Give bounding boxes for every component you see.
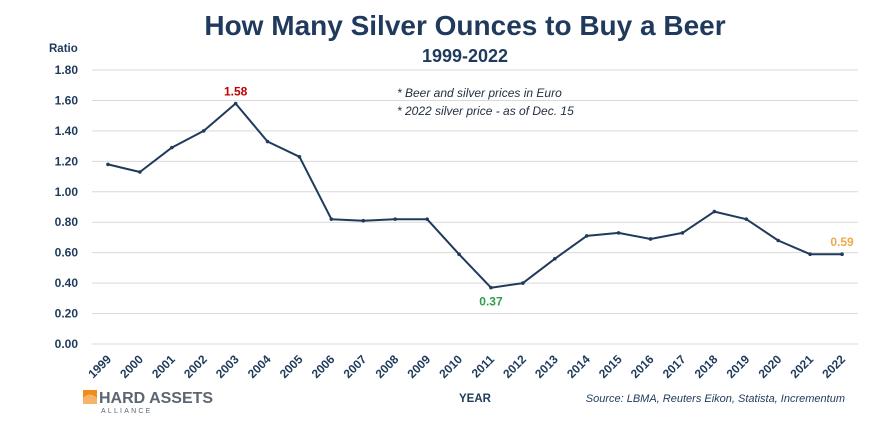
x-tick-label: 2008 bbox=[373, 352, 402, 381]
data-point bbox=[361, 218, 366, 223]
data-point bbox=[138, 170, 142, 174]
y-tick-label: 0.00 bbox=[55, 337, 79, 351]
logo-wordmark: HARD ASSETS bbox=[99, 390, 213, 407]
x-tick-label: 2020 bbox=[756, 352, 785, 381]
x-tick-label: 2019 bbox=[724, 352, 753, 381]
data-point bbox=[393, 217, 398, 221]
data-point bbox=[489, 285, 493, 290]
x-tick-label: 2004 bbox=[245, 352, 274, 381]
data-point bbox=[425, 217, 429, 221]
annotation-label: 0.59 bbox=[830, 235, 854, 249]
y-tick-label: 1.00 bbox=[55, 185, 79, 199]
note-currency: * Beer and silver prices in Euro bbox=[397, 86, 562, 100]
data-point bbox=[552, 256, 557, 261]
x-tick-label: 2021 bbox=[787, 352, 816, 381]
data-point bbox=[584, 234, 589, 238]
data-point bbox=[680, 231, 685, 235]
x-tick-label: 2016 bbox=[628, 352, 657, 381]
data-annotations: 1.58 0.37 0.59 bbox=[224, 84, 854, 308]
y-axis-ticks: 0.00 0.20 0.40 0.60 0.80 1.00 1.20 1.40 1.60 1.80 bbox=[55, 63, 79, 351]
logo-subtitle: ALLIANCE bbox=[101, 408, 152, 415]
y-tick-label: 0.20 bbox=[55, 307, 79, 321]
x-tick-label: 2002 bbox=[181, 352, 210, 381]
data-point bbox=[233, 101, 238, 106]
x-tick-label: 2001 bbox=[149, 352, 178, 381]
annotation-label: 1.58 bbox=[224, 84, 248, 98]
hard-assets-alliance-logo: HARD ASSETS ALLIANCE bbox=[83, 390, 213, 415]
data-point bbox=[169, 145, 174, 150]
data-point bbox=[457, 252, 461, 256]
y-tick-label: 0.80 bbox=[55, 215, 79, 229]
data-point bbox=[201, 129, 206, 133]
y-tick-label: 1.20 bbox=[55, 154, 79, 168]
data-point bbox=[616, 231, 621, 235]
data-point bbox=[744, 217, 749, 221]
x-tick-label: 2012 bbox=[500, 352, 529, 381]
x-tick-label: 2018 bbox=[692, 352, 721, 381]
gridlines bbox=[92, 69, 858, 345]
x-tick-label: 2017 bbox=[660, 352, 689, 381]
y-tick-label: 1.60 bbox=[55, 93, 79, 107]
x-tick-label: 1999 bbox=[85, 352, 114, 381]
x-axis-ticks: 1999 2000 2001 2002 2003 2004 2005 2006 2007 2008… bbox=[85, 352, 848, 381]
data-point bbox=[840, 252, 844, 256]
data-point bbox=[265, 139, 270, 144]
data-point bbox=[712, 209, 717, 214]
sunrise-logo-icon bbox=[83, 390, 97, 404]
note-silver-date: * 2022 silver price - as of Dec. 15 bbox=[397, 104, 574, 118]
x-tick-label: 2013 bbox=[532, 352, 561, 381]
x-tick-label: 2015 bbox=[596, 352, 625, 381]
y-tick-label: 1.80 bbox=[55, 63, 79, 77]
chart-subtitle: 1999-2022 bbox=[422, 46, 508, 66]
x-tick-label: 2000 bbox=[117, 352, 146, 381]
x-tick-label: 2014 bbox=[564, 352, 593, 381]
x-tick-label: 2006 bbox=[309, 352, 338, 381]
annotation-label: 0.37 bbox=[479, 295, 503, 309]
data-point bbox=[329, 217, 334, 221]
y-tick-label: 0.40 bbox=[55, 276, 79, 290]
x-tick-label: 2010 bbox=[436, 352, 465, 381]
chart-title: How Many Silver Ounces to Buy a Beer bbox=[204, 10, 725, 41]
x-tick-label: 2022 bbox=[819, 352, 848, 381]
source-note: Source: LBMA, Reuters Eikon, Statista, I… bbox=[586, 393, 845, 405]
series-points bbox=[106, 101, 844, 290]
x-axis-label: YEAR bbox=[459, 393, 492, 405]
y-axis-label: Ratio bbox=[49, 43, 78, 55]
data-point bbox=[106, 162, 110, 167]
x-tick-label: 2007 bbox=[341, 352, 370, 381]
x-tick-label: 2003 bbox=[213, 352, 242, 381]
data-point bbox=[297, 154, 302, 159]
series-line bbox=[107, 102, 842, 289]
series-line-layer bbox=[107, 102, 842, 289]
y-tick-label: 0.60 bbox=[55, 246, 79, 260]
x-tick-label: 2009 bbox=[404, 352, 433, 381]
data-point bbox=[776, 238, 781, 243]
data-point bbox=[648, 237, 653, 241]
y-tick-label: 1.40 bbox=[55, 124, 79, 138]
data-point bbox=[808, 252, 812, 256]
x-tick-label: 2005 bbox=[277, 352, 306, 381]
data-point bbox=[521, 281, 525, 285]
x-tick-label: 2011 bbox=[469, 352, 498, 381]
